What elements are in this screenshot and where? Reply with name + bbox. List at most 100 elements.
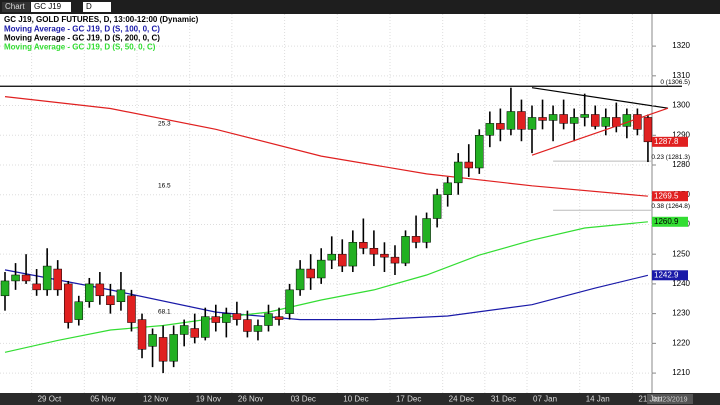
moving-average <box>4 269 649 321</box>
cursor-date-box <box>647 394 693 404</box>
tab[interactable]: Chart <box>2 2 30 12</box>
symbol-input[interactable]: GC J19 <box>31 2 71 12</box>
candle-body <box>274 316 284 320</box>
candle-body <box>63 283 73 323</box>
candle-body <box>453 161 463 184</box>
x-tick-label: 12 Nov <box>143 395 168 404</box>
x-tick-label: 10 Dec <box>343 395 368 404</box>
y-tick-label: 1220 <box>672 338 690 347</box>
candle-body <box>548 114 558 121</box>
candle-body <box>106 295 115 305</box>
y-tick-label: 1210 <box>672 368 690 377</box>
candle-body <box>316 259 326 279</box>
interval-input[interactable]: D <box>83 2 111 12</box>
legend-entry: Moving Average - GC J19, D (S, 50, 0, C) <box>4 43 156 52</box>
x-tick-label: 07 Jan <box>533 395 557 404</box>
candle-body <box>253 325 263 332</box>
plot-area <box>0 14 682 393</box>
candle-body <box>569 117 579 124</box>
cursor-date: 01/23/2019 <box>652 396 687 403</box>
candle-body <box>306 268 315 279</box>
trendline <box>531 87 669 109</box>
candle-body <box>432 194 442 219</box>
fib-label: 0.38 (1264.8) <box>651 203 690 210</box>
side-label: 68.1 <box>158 309 171 316</box>
candle-body <box>285 289 294 314</box>
candle-body <box>422 218 431 243</box>
y-tick-label: 1280 <box>672 160 690 169</box>
candle-body <box>232 313 242 320</box>
x-axis-band <box>0 393 720 405</box>
candle-body <box>401 236 410 264</box>
candle-body <box>42 265 52 291</box>
candle-body <box>0 280 10 297</box>
candle-body <box>74 301 84 320</box>
candle-body <box>327 253 336 261</box>
x-tick-label: 17 Dec <box>396 395 421 404</box>
candle-body <box>464 161 474 169</box>
candle-body <box>348 242 358 267</box>
candle-body <box>475 135 484 169</box>
x-tick-label: 29 Oct <box>38 395 62 404</box>
toolbar: Chart GC J19 D <box>0 0 720 14</box>
candle-body <box>148 334 157 347</box>
candle-body <box>443 182 452 195</box>
moving-average <box>4 221 648 353</box>
candle-body <box>359 242 368 249</box>
candle-body <box>11 274 20 282</box>
fib-label: 0 (1306.5) <box>660 79 690 86</box>
candle-body <box>264 313 273 326</box>
candle-body <box>411 236 421 243</box>
candle-body <box>179 325 189 335</box>
x-tick-label: 26 Nov <box>238 395 263 404</box>
candle-body <box>95 283 105 297</box>
x-tick-label: 03 Dec <box>291 395 316 404</box>
candle-body <box>338 253 347 267</box>
x-tick-label: 14 Jan <box>586 395 610 404</box>
y-tick-label: 1310 <box>672 71 690 80</box>
x-tick-label: 24 Dec <box>449 395 474 404</box>
candle-body <box>169 334 178 362</box>
candle-body <box>190 328 199 338</box>
candle-body <box>116 289 126 302</box>
candle-body <box>222 313 231 323</box>
candle-body <box>127 295 136 323</box>
candle-body <box>369 247 379 255</box>
legend-entry: Moving Average - GC J19, D (S, 100, 0, C… <box>4 25 160 34</box>
candle-body <box>643 117 653 143</box>
x-tick-label: 21 Jan <box>638 395 662 404</box>
candle-body <box>211 316 221 323</box>
candle-body <box>485 123 495 136</box>
candle-body <box>380 253 389 258</box>
y-tick-label: 1320 <box>672 41 690 50</box>
candle-body <box>390 256 400 264</box>
candle-body <box>538 117 547 121</box>
price-box <box>652 191 688 202</box>
legend-entry: Moving Average - GC J19, D (S, 200, 0, C… <box>4 34 160 43</box>
candle-body <box>527 117 537 130</box>
y-tick-label: 1230 <box>672 309 690 318</box>
x-tick-label: 31 Dec <box>491 395 516 404</box>
candle-body <box>496 123 505 130</box>
x-tick-label: 05 Nov <box>90 395 115 404</box>
candle-body <box>243 319 252 332</box>
chart-title: GC J19, GOLD FUTURES, D, 13:00-12:00 (Dy… <box>4 15 199 24</box>
price-label: 1260.9 <box>654 217 679 226</box>
candle-body <box>601 117 611 127</box>
candle-body <box>506 111 516 130</box>
candle-body <box>517 111 526 130</box>
fib-label: 0.23 (1281.3) <box>651 154 690 161</box>
price-box <box>652 136 688 147</box>
candle-body <box>559 114 568 124</box>
candle-body <box>633 114 642 130</box>
candle-body <box>201 316 210 338</box>
side-label: 25.3 <box>158 121 171 128</box>
candle-body <box>53 268 62 291</box>
y-tick-label: 1240 <box>672 279 690 288</box>
price-box <box>652 216 688 227</box>
price-label: 1269.5 <box>654 191 679 200</box>
price-label: 1242.9 <box>654 270 679 279</box>
candle-body <box>21 274 31 282</box>
